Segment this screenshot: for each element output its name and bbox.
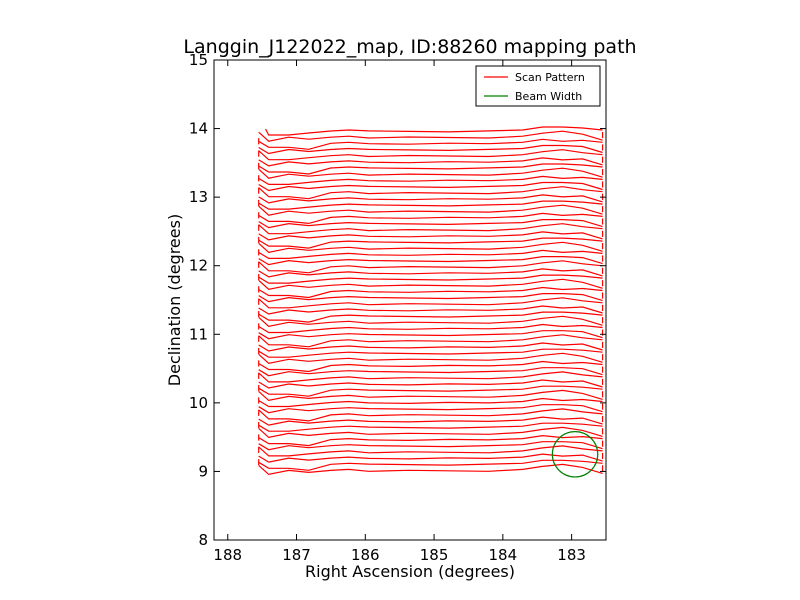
y-tick-label: 9 (198, 462, 208, 480)
scan-line (258, 219, 603, 229)
scan-line (258, 434, 603, 447)
x-tick-label: 188 (213, 546, 242, 564)
scan-line (258, 163, 603, 175)
scan-line (258, 268, 603, 278)
scan-line (258, 352, 603, 364)
scan-line (258, 360, 603, 373)
plot-frame (213, 59, 607, 541)
scan-line (258, 286, 603, 299)
scan-line (258, 260, 603, 274)
plot-area (213, 59, 607, 541)
scan-line (258, 249, 603, 259)
scan-line (258, 186, 603, 200)
scan-line (258, 348, 603, 358)
x-tick-label: 187 (282, 546, 311, 564)
scan-line (258, 453, 603, 463)
scan-line (258, 397, 603, 408)
scan-line (258, 371, 603, 383)
scan-line (258, 293, 603, 303)
scan-line (258, 278, 603, 290)
scan-line (258, 204, 603, 216)
scan-line (258, 379, 603, 389)
scan-line (258, 323, 603, 334)
scan-line (258, 422, 603, 432)
scan-line (258, 389, 603, 402)
y-axis-label: Declination (degrees) (165, 214, 184, 386)
scan-line (258, 194, 603, 204)
legend-label-scan-pattern: Scan Pattern (515, 71, 585, 84)
y-tick-label: 14 (189, 120, 208, 138)
legend: Scan Pattern Beam Width (475, 65, 601, 107)
scan-line (258, 445, 603, 457)
scan-pattern-series (258, 126, 604, 476)
x-tick-label: 185 (420, 546, 449, 564)
legend-label-beam-width: Beam Width (515, 90, 582, 103)
scan-line (258, 212, 603, 225)
y-tick-label: 8 (198, 531, 208, 549)
scan-line (265, 126, 603, 136)
scan-line (258, 144, 603, 155)
x-tick-label: 186 (351, 546, 380, 564)
scan-line (258, 311, 603, 323)
y-tick-label: 12 (189, 257, 208, 275)
y-axis: 8 9 10 11 12 13 14 15 (189, 51, 606, 549)
scan-line (258, 297, 603, 309)
scan-line (258, 138, 603, 150)
scan-line (258, 385, 603, 397)
scan-line (258, 175, 603, 185)
x-axis-label: Right Ascension (degrees) (305, 562, 515, 581)
scan-line (258, 167, 603, 179)
scan-line (258, 367, 603, 377)
scan-line (258, 149, 603, 161)
scan-line (258, 408, 603, 422)
scan-line (258, 426, 603, 439)
scan-line (258, 237, 603, 249)
scan-line (258, 459, 603, 471)
scan-line (258, 157, 603, 167)
y-tick-label: 11 (189, 325, 208, 343)
x-axis: 188 187 186 185 184 183 (213, 60, 586, 564)
scan-line (258, 342, 603, 352)
scan-line (258, 200, 603, 210)
scan-line (258, 334, 603, 348)
y-tick-label: 10 (189, 394, 208, 412)
scan-line (258, 130, 603, 142)
scan-line (258, 181, 603, 192)
scan-line (258, 463, 603, 476)
beam-width-series (551, 431, 599, 478)
scan-line (258, 330, 603, 340)
scan-line (258, 274, 603, 284)
y-tick-label: 15 (189, 51, 208, 69)
scan-line (258, 231, 603, 241)
beam-width-circle (551, 431, 599, 478)
x-tick-label: 183 (557, 546, 586, 564)
scan-line (258, 416, 603, 426)
x-tick-label: 184 (489, 546, 518, 564)
scan-line (258, 256, 603, 266)
scan-line (258, 305, 603, 315)
scan-line (258, 241, 603, 253)
chart-title: Langgin_J122022_map, ID:88260 mapping pa… (183, 36, 636, 58)
scan-line (258, 404, 603, 414)
scan-line (258, 223, 603, 235)
legend-box (475, 65, 601, 107)
scan-line (258, 315, 603, 327)
y-tick-label: 13 (189, 188, 208, 206)
